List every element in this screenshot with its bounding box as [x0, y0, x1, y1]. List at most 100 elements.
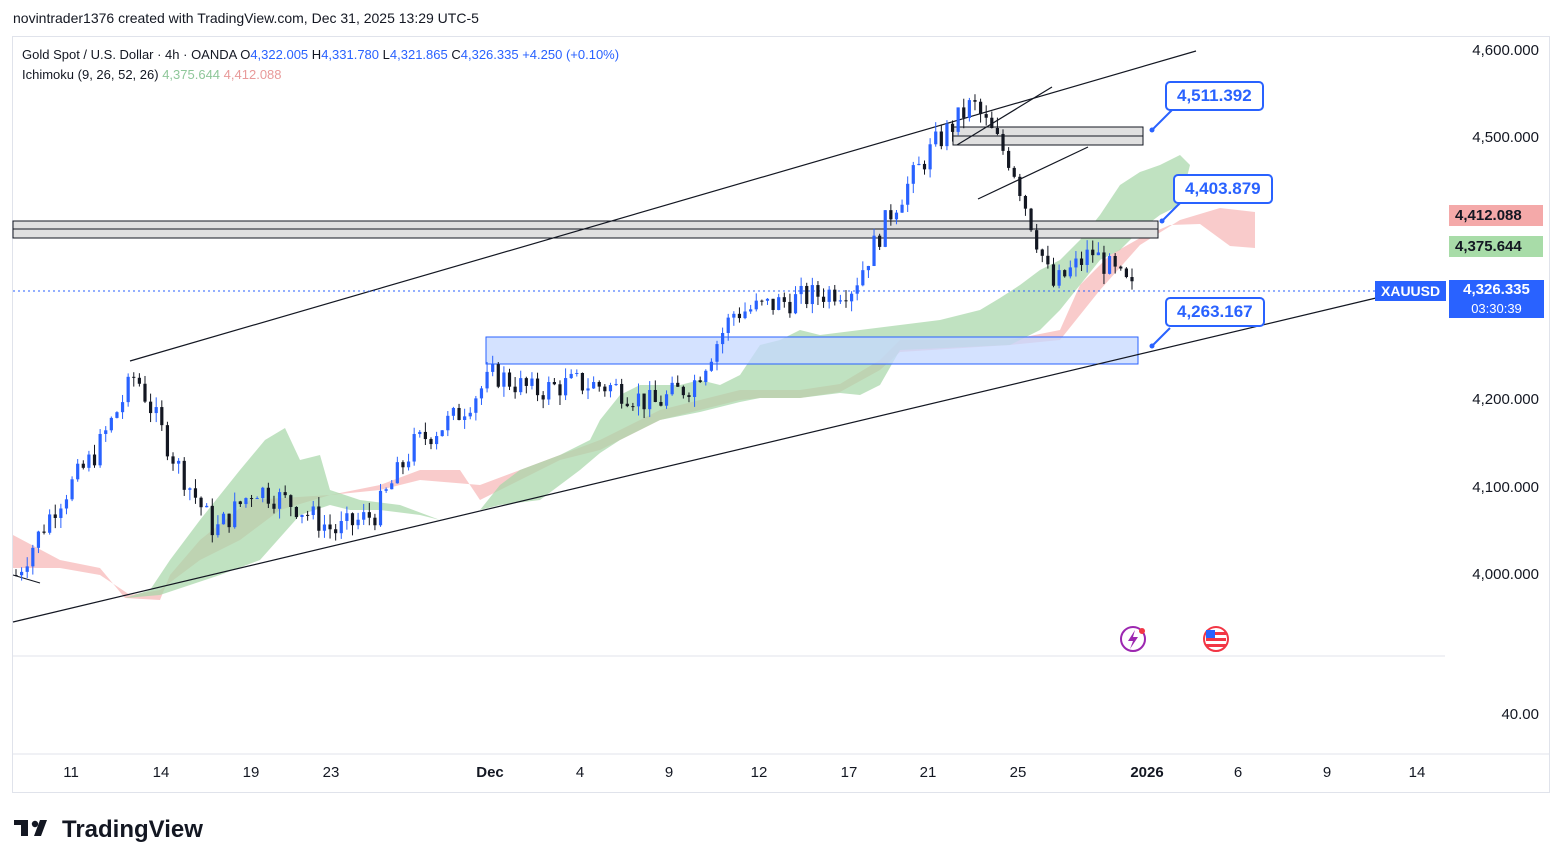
candle-up	[732, 313, 736, 318]
candle-down	[844, 300, 848, 302]
candle-up	[378, 490, 383, 526]
demand-zone[interactable]	[485, 336, 1139, 365]
legend-indicator-name[interactable]: Ichimoku (9, 26, 52, 26)	[22, 67, 159, 82]
candle-down	[535, 378, 540, 396]
legend-change: +4.250 (+0.10%)	[522, 47, 620, 62]
candle-down	[922, 163, 927, 170]
candle-down	[771, 298, 775, 310]
candle-down	[681, 386, 685, 396]
candle-up	[435, 436, 439, 445]
us-flag-icon[interactable]	[1203, 626, 1229, 652]
candle-down	[148, 401, 153, 414]
candle-up	[754, 300, 758, 310]
legend-low: 4,321.865	[389, 47, 448, 62]
candle-up	[311, 506, 315, 516]
candle-up	[322, 524, 327, 531]
candle-up	[1096, 252, 1100, 256]
candle-down	[272, 503, 276, 509]
candle-down	[1012, 167, 1016, 177]
candle-down	[496, 364, 500, 387]
candle-up	[98, 433, 102, 466]
candle-up	[928, 144, 932, 170]
candle-up	[440, 430, 444, 437]
candle-down	[266, 487, 270, 504]
candle-up	[872, 235, 876, 266]
candle-up	[479, 388, 484, 399]
candle-up	[586, 388, 590, 391]
candle-down	[1018, 176, 1022, 196]
callout-4403[interactable]: 4,403.879	[1173, 174, 1273, 204]
callout-anchor	[1149, 127, 1155, 133]
candle-down	[143, 383, 147, 402]
candle-up	[468, 412, 472, 417]
candle-up	[664, 394, 669, 406]
candle-down	[631, 406, 635, 408]
callout-4263[interactable]: 4,263.167	[1165, 297, 1265, 327]
wedge-upper-line[interactable]	[956, 86, 1053, 146]
candle-up	[636, 393, 641, 407]
candle-down	[541, 395, 545, 400]
candle-down	[990, 117, 994, 129]
candle-up	[244, 498, 248, 505]
price-label-4000: 4,000.000	[1472, 566, 1539, 583]
candle-down	[939, 131, 943, 147]
channel-lower-line[interactable]	[12, 297, 1377, 623]
callout-pointer	[1161, 202, 1181, 222]
chart-frame	[12, 36, 1550, 793]
candle-down	[687, 395, 691, 398]
candle-down	[367, 512, 371, 518]
candle-down	[950, 123, 955, 132]
candle-down	[182, 460, 186, 490]
time-label: 14	[152, 764, 170, 781]
candle-down	[1113, 255, 1117, 267]
candle-down	[42, 531, 46, 533]
candle-up	[205, 505, 209, 508]
candle-up	[765, 298, 770, 301]
callout-pointer	[1151, 109, 1173, 131]
legend-symbol[interactable]: Gold Spot / U.S. Dollar · 4h · OANDA	[22, 47, 237, 62]
channel-upper-line[interactable]	[129, 50, 1197, 362]
candle-down	[171, 456, 175, 464]
wedge-lower-line[interactable]	[977, 146, 1089, 200]
candle-up	[36, 531, 41, 548]
candle-down	[676, 382, 680, 387]
candle-down	[1063, 270, 1067, 277]
candle-down	[833, 289, 837, 302]
candle-up	[1068, 267, 1072, 277]
candle-down	[558, 384, 562, 396]
candle-up	[418, 431, 422, 435]
span-b-tag: 4,412.088	[1449, 205, 1543, 226]
candles	[14, 94, 1134, 581]
candle-down	[552, 382, 556, 385]
candle-down	[978, 101, 983, 115]
time-label-year: 2026	[1130, 764, 1164, 781]
candle-down	[1001, 133, 1005, 151]
candle-down	[653, 389, 657, 402]
candle-down	[507, 372, 512, 387]
candle-up	[900, 204, 904, 213]
ichimoku-cloud-bearish	[13, 208, 1255, 600]
tradingview-logo[interactable]: TradingView	[14, 816, 203, 844]
candle-up	[70, 479, 74, 500]
legend-indicator-value-b: 4,412.088	[223, 67, 282, 82]
event-icon-earnings[interactable]	[1120, 626, 1146, 652]
time-label: 9	[1322, 764, 1332, 781]
candle-up	[104, 430, 108, 434]
candle-up	[709, 361, 713, 371]
candle-down	[199, 497, 203, 508]
callout-4511[interactable]: 4,511.392	[1165, 81, 1264, 111]
candle-up	[87, 454, 91, 468]
candle-up	[345, 513, 349, 521]
candle-up	[1074, 258, 1078, 268]
candle-up	[502, 372, 506, 387]
candle-down	[1051, 264, 1056, 286]
candle-down	[788, 301, 792, 314]
candle-down	[625, 403, 629, 407]
candle-up	[945, 123, 949, 147]
legend-close: 4,326.335	[460, 47, 519, 62]
price-label-4100: 4,100.000	[1472, 479, 1539, 496]
start-segment	[12, 574, 41, 584]
candle-down	[642, 393, 646, 410]
symbol-tag[interactable]: XAUUSD	[1375, 281, 1447, 301]
